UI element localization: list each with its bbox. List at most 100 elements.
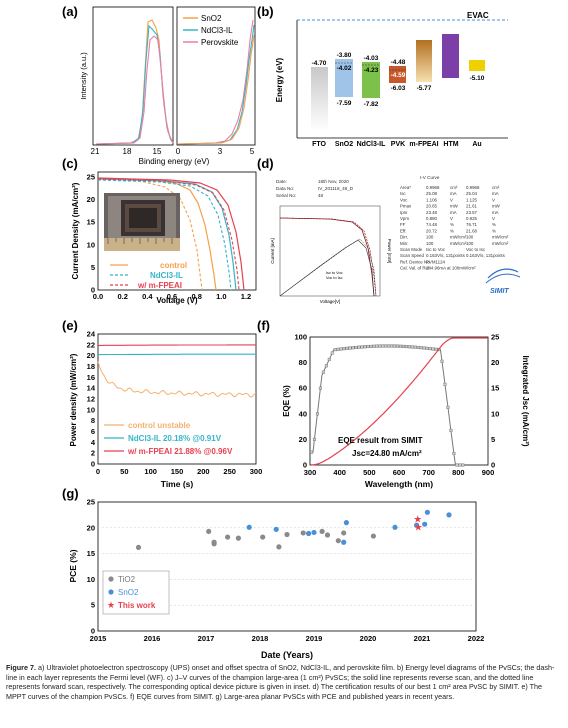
panel-f-xtick: 500 — [363, 468, 376, 477]
panel-g-axes — [97, 501, 477, 632]
panel-e-ytick: 10 — [87, 405, 95, 414]
panel-c-ytick: 25 — [87, 173, 95, 182]
panel-f-y2tick: 15 — [491, 384, 499, 393]
panel-f-y2tick: 0 — [491, 461, 495, 470]
panel-e-ytick: 12 — [87, 395, 95, 404]
panel-e-xtick: 100 — [144, 467, 157, 476]
cert-power-curve — [279, 239, 375, 297]
panel-f-y2tick: 20 — [491, 358, 499, 367]
panel-e-ytick: 2 — [91, 449, 95, 458]
panel-g-ytick: 0 — [91, 627, 95, 636]
cert-table-cell: Scan Speed — [400, 253, 424, 258]
legend-label-sno2: SnO2 — [201, 14, 222, 23]
legend-marker-this-work: ★ — [107, 600, 115, 610]
cert-iv-curve-isc-voc — [279, 217, 375, 297]
cert-plot-y2label: Power [mW] — [387, 239, 392, 264]
pce-point-sno2 — [424, 509, 430, 515]
eqe-marker — [324, 364, 328, 368]
layer-name-htm: HTM — [443, 141, 458, 148]
legend-label-ndcl: NdCl3-IL 20.18% @0.91V — [128, 434, 222, 443]
panel-f-ytick: 100 — [294, 333, 307, 342]
legend-label-sno2: SnO2 — [118, 588, 139, 597]
legend-label-ndcl: NdCl3-IL — [201, 26, 233, 35]
panel-b: (b) EVAC Energy (eV) -4.70 FTO -3.80 -4.… — [257, 4, 508, 148]
cert-table-cell: % — [492, 228, 496, 233]
eqe-marker — [419, 346, 423, 350]
cert-table-cell: 100 — [426, 235, 434, 240]
panel-g-xtick: 2020 — [360, 634, 377, 643]
cert-table-cell: V — [450, 197, 453, 202]
panel-f-ytick: 20 — [299, 435, 307, 444]
eqe-marker — [378, 344, 382, 348]
ndcl-wf: -4.23 — [364, 67, 379, 74]
cert-power-curve-2 — [279, 238, 377, 297]
layer-mfpeai — [416, 40, 432, 82]
panel-g-legend — [102, 570, 170, 615]
cert-table-cell: 0.163V/s, 131points — [466, 253, 506, 258]
cert-datano-value: IV_201118_48_D — [318, 186, 354, 191]
cert-serial-value: 48 — [318, 193, 324, 198]
eqe-marker — [443, 382, 447, 386]
panel-f-xtick: 900 — [482, 468, 495, 477]
cert-table-cell: 21.61 — [466, 204, 478, 209]
panel-a-xtick: 0 — [176, 147, 181, 156]
pce-point-sno2 — [246, 524, 252, 530]
panel-f-xlabel: Wavelength (nm) — [365, 479, 433, 489]
pce-point-tio2 — [206, 528, 212, 535]
panel-e-ytick: 18 — [87, 362, 95, 371]
cert-legend-2: Voc to Isc — [326, 276, 343, 280]
panel-f-ytick: 40 — [299, 409, 307, 418]
layer-name-mfpeai: m-FPEAI — [409, 141, 438, 148]
cert-table-cell: 100 — [466, 241, 474, 246]
jv-fpeai-reverse — [97, 177, 245, 291]
figure-caption: Figure 7. a) Ultraviolet photoelectron s… — [6, 663, 562, 701]
panel-c-ytick: 5 — [91, 263, 95, 272]
cert-table-cell: PVM1124 — [426, 259, 446, 264]
eqe-marker — [398, 344, 402, 348]
panel-a: (a) Intensity (a.u.) 21 18 15 0 3 5 Bind… — [62, 4, 256, 166]
cert-table-cell: Mirr. — [400, 241, 409, 246]
panel-f-xtick: 800 — [452, 468, 465, 477]
panel-e-xtick: 200 — [197, 467, 210, 476]
cert-table-cell: 1.125 — [466, 197, 478, 202]
panel-a-xtick: 5 — [250, 147, 255, 156]
eqe-marker — [416, 345, 420, 349]
sno2-cb: -3.80 — [337, 52, 352, 59]
eqe-marker — [401, 344, 405, 348]
eqe-marker — [381, 344, 385, 348]
cert-table-cell: Voc to Isc — [466, 247, 486, 252]
eqe-marker — [357, 345, 361, 349]
panel-c-ytick: 20 — [87, 195, 95, 204]
panel-e-ytick: 22 — [87, 340, 95, 349]
eqe-marker — [372, 344, 376, 348]
eqe-marker — [330, 351, 334, 355]
pce-point-tio2 — [284, 531, 290, 538]
cert-legend-1: Isc to Voc — [326, 271, 343, 275]
pvk-vb: -6.03 — [391, 85, 406, 92]
pce-point-tio2 — [335, 538, 341, 544]
cert-table-cell: mW — [450, 204, 459, 209]
panel-c: (c) Current Density (mA/cm²) 0510152025 … — [62, 156, 257, 305]
eqe-marker — [425, 346, 429, 350]
panel-e-xtick: 250 — [223, 467, 236, 476]
panel-e-ytick: 6 — [91, 427, 95, 436]
cert-table-cell: Cal. Val. of Ref. — [400, 266, 430, 271]
panel-c-xlabel: Voltage (V) — [156, 296, 198, 305]
panel-e-xtick: 0 — [96, 467, 100, 476]
eqe-marker — [458, 463, 462, 467]
layer-name-au: Au — [472, 141, 481, 148]
cert-iv-curve-voc-isc — [279, 217, 377, 297]
eqe-marker — [452, 451, 456, 455]
cert-table-cell: cm² — [492, 185, 500, 190]
panel-b-ylabel: Energy (eV) — [275, 57, 284, 102]
panel-f-label: (f) — [257, 318, 270, 333]
mppt-control — [97, 361, 257, 398]
eqe-marker — [318, 386, 322, 390]
legend-marker-sno2 — [108, 589, 114, 595]
cert-table-cell: cm² — [450, 185, 458, 190]
panel-f-ytick: 60 — [299, 384, 307, 393]
cert-table-cell: Area* — [400, 185, 411, 190]
pce-point-sno2 — [392, 524, 398, 530]
eqe-marker — [393, 344, 397, 348]
panel-e-ytick: 20 — [87, 351, 95, 360]
